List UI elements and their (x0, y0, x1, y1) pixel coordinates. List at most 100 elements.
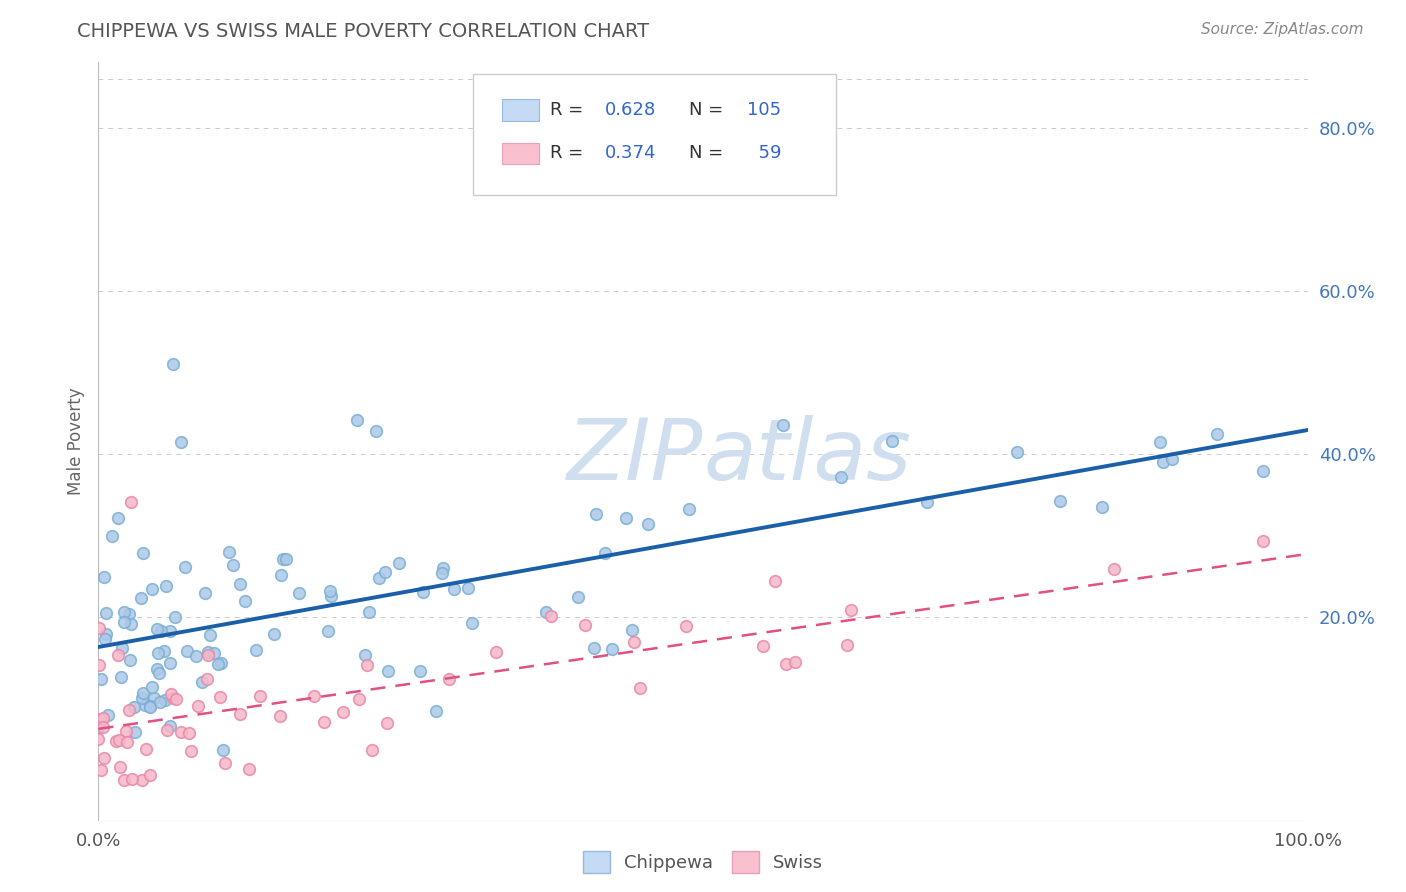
Text: ZIP: ZIP (567, 415, 703, 499)
Point (775, 657, 797, 672)
Point (112, 605, 135, 619)
Point (112, 772, 135, 787)
Point (274, 552, 297, 566)
Point (238, 762, 260, 776)
Point (269, 708, 291, 723)
Point (191, 674, 214, 689)
Point (87, 621, 110, 635)
Point (593, 546, 616, 560)
Text: 0.374: 0.374 (605, 145, 657, 162)
Point (90, 672, 112, 686)
Point (349, 692, 371, 706)
Point (1149, 434, 1171, 449)
Point (915, 495, 938, 509)
Point (155, 723, 177, 737)
Point (134, 698, 156, 713)
Point (120, 494, 142, 508)
Point (621, 623, 644, 637)
Point (214, 756, 236, 771)
Point (177, 726, 200, 740)
Legend: Chippewa, Swiss: Chippewa, Swiss (575, 843, 831, 880)
Point (233, 594, 256, 608)
Point (152, 644, 174, 658)
Point (148, 666, 170, 681)
Point (1253, 464, 1275, 478)
Point (197, 645, 219, 659)
Point (107, 648, 129, 662)
Point (159, 624, 181, 638)
Point (94, 626, 117, 640)
Point (249, 689, 271, 703)
Text: Source: ZipAtlas.com: Source: ZipAtlas.com (1201, 22, 1364, 37)
Point (443, 582, 465, 596)
Point (165, 691, 187, 706)
Text: R =: R = (550, 101, 589, 120)
Point (316, 624, 339, 638)
Point (208, 690, 231, 704)
Point (1049, 493, 1071, 508)
Point (314, 714, 336, 729)
Point (357, 606, 380, 620)
Point (165, 610, 187, 624)
Point (169, 435, 191, 450)
Point (623, 635, 645, 649)
Point (150, 624, 173, 639)
Point (218, 545, 240, 559)
Point (263, 627, 285, 641)
Point (678, 501, 700, 516)
Point (159, 656, 181, 670)
Point (118, 607, 141, 622)
Point (143, 691, 166, 706)
Point (830, 470, 852, 484)
Point (93, 570, 115, 584)
Point (600, 641, 623, 656)
Point (229, 577, 252, 591)
Point (628, 681, 651, 695)
Point (583, 641, 606, 656)
Point (1007, 445, 1029, 459)
Point (155, 579, 177, 593)
Text: 105: 105 (747, 101, 782, 120)
Point (675, 619, 697, 633)
Point (432, 561, 454, 575)
Point (187, 699, 209, 714)
Point (91, 711, 114, 725)
Point (207, 657, 229, 672)
Point (221, 558, 243, 572)
Point (118, 703, 141, 717)
Point (319, 589, 342, 603)
Point (107, 510, 129, 524)
Point (162, 691, 184, 706)
Point (124, 725, 146, 739)
Point (1102, 562, 1125, 576)
Point (540, 609, 562, 624)
Point (461, 616, 484, 631)
Point (1091, 500, 1114, 515)
Text: atlas: atlas (703, 415, 911, 499)
Point (288, 585, 311, 599)
Point (353, 648, 375, 662)
Point (271, 552, 294, 566)
Point (637, 516, 659, 531)
Point (1206, 426, 1229, 441)
Point (1251, 534, 1274, 549)
FancyBboxPatch shape (502, 143, 540, 164)
Point (139, 699, 162, 714)
Point (361, 743, 384, 757)
Point (194, 586, 217, 600)
Point (118, 653, 141, 667)
Point (425, 704, 447, 718)
Point (375, 715, 398, 730)
Point (110, 670, 132, 684)
Point (485, 645, 508, 659)
Point (197, 648, 219, 662)
Point (170, 725, 193, 739)
Point (430, 566, 453, 580)
Text: R =: R = (550, 145, 589, 162)
Point (146, 646, 169, 660)
Point (457, 581, 479, 595)
Point (319, 583, 342, 598)
Text: 59: 59 (747, 145, 782, 162)
Point (366, 425, 388, 439)
Point (94, 607, 117, 621)
